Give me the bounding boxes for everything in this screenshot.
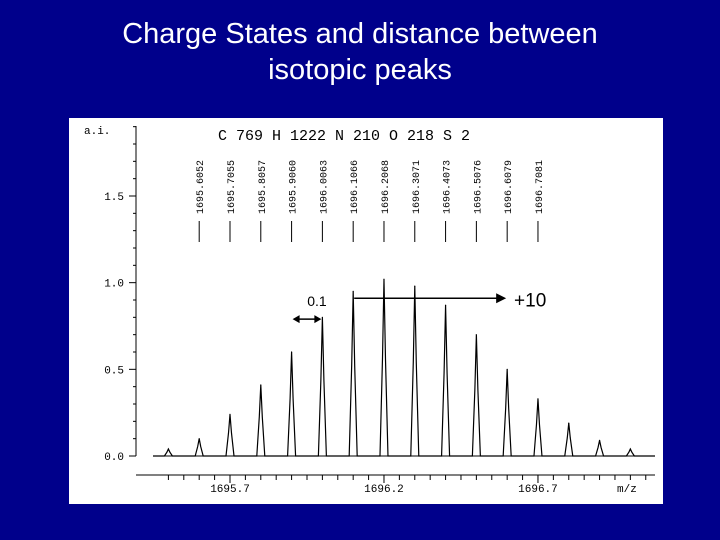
mass-spectrum-panel: 0.0 0.5 1.0 1.5 1695.7 1696.2 1696.7 1695.6052…: [69, 118, 663, 504]
spacing-arrow-left-head: [292, 315, 300, 324]
mass-spectrum-chart: 0.0 0.5 1.0 1.5 1695.7 1696.2 1696.7 1695.6052…: [84, 126, 655, 496]
peak-apex: [198, 438, 200, 440]
y-tick-label: 1.0: [104, 279, 124, 291]
peak-mz-label: 1696.2068: [381, 160, 392, 214]
chart-title: C 769 H 1222 N 210 O 218 S 2: [218, 128, 470, 145]
charge-arrow-head: [496, 293, 507, 304]
peak-apex: [260, 384, 262, 386]
annotations: 0.1 +10: [292, 290, 546, 324]
slide-title-line-1: Charge States and distance between: [122, 18, 598, 50]
spacing-arrow-right-head: [314, 315, 322, 324]
slide-title-line-2: isotopic peaks: [268, 54, 452, 86]
peak-apex: [568, 422, 570, 424]
peak-mz-label: 1696.6079: [504, 160, 515, 214]
y-axis-label: a.i.: [84, 126, 110, 138]
x-tick-label: 1695.7: [210, 484, 250, 496]
peak-mz-label: 1696.3071: [412, 160, 423, 214]
peak-apex: [229, 413, 231, 415]
peak-apex: [290, 351, 293, 353]
peak-mz-label: 1696.0063: [319, 160, 330, 214]
x-tick-label: 1696.2: [364, 484, 404, 496]
peak-apex: [506, 368, 508, 370]
x-axis-label: m/z: [617, 484, 637, 496]
x-tick-label: 1696.7: [518, 484, 558, 496]
peak-apex: [598, 439, 601, 441]
peak-labels: 1695.6052 1695.7055 1695.8057 1695.9060 1696…: [196, 160, 546, 242]
peak-mz-label: 1695.9060: [289, 160, 300, 214]
peak-apex: [167, 448, 169, 450]
peak-apex: [629, 448, 631, 450]
peak-mz-label: 1695.7055: [227, 160, 238, 214]
peak-mz-label: 1696.5076: [473, 160, 484, 214]
y-tick-label: 0.0: [104, 452, 124, 464]
peak-apex: [321, 316, 323, 318]
peak-apex: [444, 304, 447, 306]
slide-title: Charge States and distance between isoto…: [0, 16, 720, 88]
peak-mz-label: 1696.1066: [350, 160, 361, 214]
peak-apex: [383, 278, 385, 280]
peak-apex: [414, 285, 416, 287]
peak-mz-label: 1696.7081: [535, 160, 546, 214]
peak-apex: [352, 290, 354, 292]
peak-mz-label: 1696.4073: [443, 160, 454, 214]
spacing-label: 0.1: [307, 293, 327, 309]
axes: [135, 126, 655, 476]
peak-apex: [537, 398, 539, 400]
y-tick-label: 0.5: [104, 365, 124, 377]
peak-mz-label: 1695.8057: [258, 160, 269, 214]
spectrum-line: [153, 279, 655, 457]
peak-mz-label: 1695.6052: [196, 160, 207, 214]
y-tick-label: 1.5: [104, 192, 124, 204]
spectrum-trace: [153, 278, 655, 457]
peak-apex: [475, 334, 477, 336]
charge-state-label: +10: [514, 290, 546, 311]
axis-ticks: 0.0 0.5 1.0 1.5 1695.7 1696.2 1696.7: [104, 126, 647, 496]
